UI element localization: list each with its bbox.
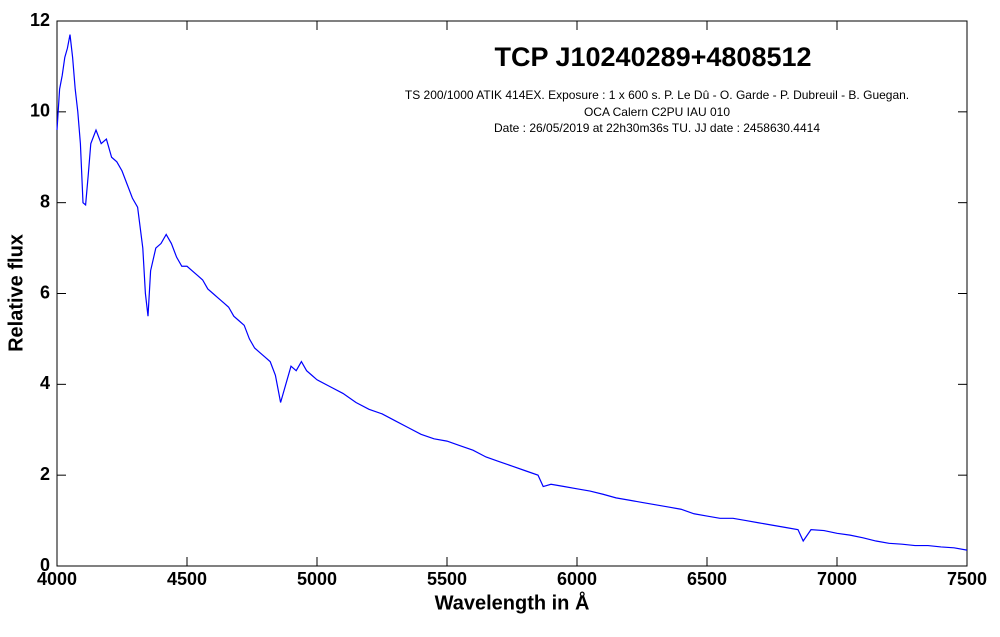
x-tick-label: 5500 bbox=[427, 569, 467, 589]
y-tick-label: 6 bbox=[40, 282, 50, 302]
x-tick-label: 4500 bbox=[167, 569, 207, 589]
x-tick-label: 7000 bbox=[817, 569, 857, 589]
subtitle: Date : 26/05/2019 at 22h30m36s TU. JJ da… bbox=[494, 121, 820, 135]
x-tick-label: 7500 bbox=[947, 569, 987, 589]
y-tick-label: 12 bbox=[30, 10, 50, 30]
x-tick-label: 5000 bbox=[297, 569, 337, 589]
chart-title: TCP J10240289+4808512 bbox=[494, 42, 811, 72]
spectrum-line bbox=[56, 34, 968, 551]
x-tick-label: 4000 bbox=[37, 569, 77, 589]
plot-frame bbox=[56, 20, 968, 567]
subtitle: OCA Calern C2PU IAU 010 bbox=[584, 105, 730, 119]
x-tick-label: 6500 bbox=[687, 569, 727, 589]
subtitle: TS 200/1000 ATIK 414EX. Exposure : 1 x 6… bbox=[405, 88, 909, 102]
y-tick-label: 4 bbox=[40, 373, 50, 393]
x-axis-label: Wavelength in Å bbox=[435, 590, 590, 614]
y-tick-label: 2 bbox=[40, 464, 50, 484]
x-tick-label: 6000 bbox=[557, 569, 597, 589]
y-axis-label: Relative flux bbox=[5, 234, 27, 352]
y-tick-label: 8 bbox=[40, 191, 50, 211]
y-tick-label: 10 bbox=[30, 101, 50, 121]
y-tick-label: 0 bbox=[40, 555, 50, 575]
